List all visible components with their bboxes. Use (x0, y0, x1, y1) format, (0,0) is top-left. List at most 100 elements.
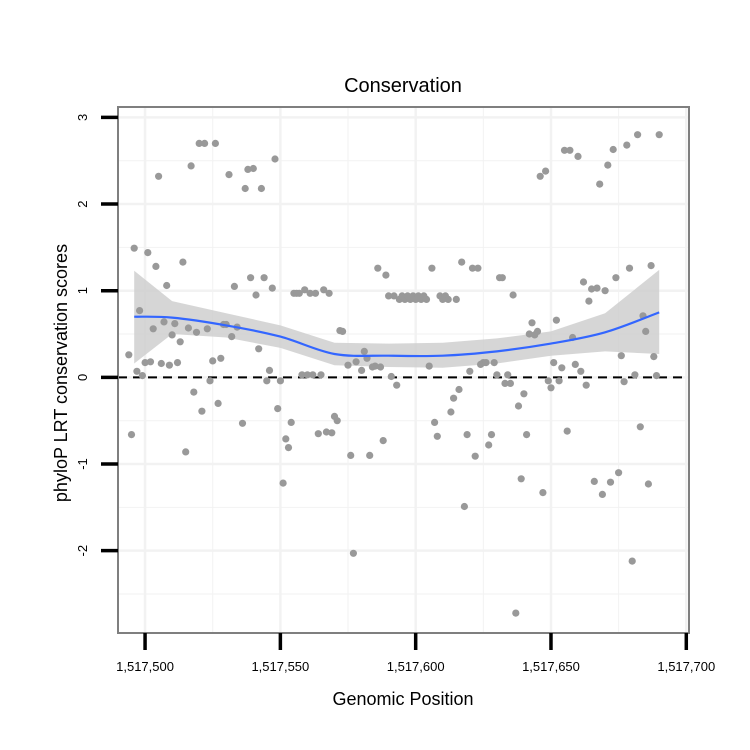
data-point (165, 361, 173, 369)
data-point (482, 359, 490, 367)
data-point (249, 164, 257, 173)
data-point (247, 274, 255, 282)
y-tick-label: 0 (75, 374, 90, 381)
data-point (360, 347, 368, 355)
y-tick-label: 1 (75, 287, 90, 294)
data-point (263, 377, 271, 385)
data-point (498, 274, 506, 282)
data-point (295, 289, 303, 297)
data-point (625, 264, 634, 272)
data-point (301, 286, 309, 294)
smooth-line-layer (134, 311, 660, 358)
data-point (146, 358, 155, 366)
data-point (593, 284, 601, 292)
x-axis-label: Genomic Position (332, 689, 473, 709)
data-point (238, 419, 247, 427)
data-point (352, 358, 360, 366)
data-point (520, 390, 528, 398)
data-point (468, 264, 477, 272)
data-point (138, 372, 146, 380)
data-point (471, 452, 479, 460)
data-point (152, 262, 160, 270)
data-point (358, 366, 366, 374)
data-point (620, 378, 628, 386)
data-point (257, 184, 265, 193)
data-point (303, 371, 311, 379)
data-point (431, 418, 439, 426)
data-point (647, 262, 655, 270)
data-point (493, 371, 501, 379)
data-point (655, 131, 663, 139)
data-point (217, 354, 225, 362)
data-point (563, 427, 571, 435)
data-point (455, 385, 463, 394)
data-point (182, 448, 190, 456)
data-point (504, 371, 512, 379)
data-point (155, 172, 163, 180)
data-point (366, 451, 374, 459)
data-point (550, 359, 558, 367)
data-point (163, 281, 171, 290)
data-point (203, 325, 211, 333)
data-point (428, 264, 436, 272)
data-point (371, 362, 379, 370)
data-point (379, 437, 387, 445)
data-point (347, 451, 355, 459)
data-point (490, 359, 498, 367)
data-point (385, 292, 393, 300)
data-point (512, 609, 520, 617)
data-point (328, 429, 336, 437)
data-point (544, 377, 552, 385)
data-point (487, 431, 496, 439)
data-point (144, 249, 152, 257)
data-point (474, 264, 482, 272)
data-point (517, 475, 525, 483)
y-tick-label: -2 (75, 545, 90, 557)
x-tick-label: 1,517,700 (657, 659, 715, 674)
x-tick-label: 1,517,650 (522, 659, 580, 674)
data-point (314, 430, 322, 438)
data-point (539, 489, 547, 497)
data-point (171, 320, 179, 328)
chart-title: Conservation (344, 75, 462, 97)
data-point (244, 165, 252, 173)
data-point (501, 379, 509, 387)
data-point (582, 381, 590, 389)
data-point (447, 408, 455, 416)
data-point (452, 295, 460, 303)
data-point (230, 282, 238, 290)
y-tick-label: 3 (75, 114, 90, 121)
x-tick-label: 1,517,550 (251, 659, 309, 674)
data-point (160, 318, 168, 326)
data-point (393, 381, 401, 389)
data-point (168, 331, 176, 339)
data-point (422, 295, 431, 303)
data-point (636, 423, 644, 431)
data-point (577, 367, 585, 375)
data-point (617, 352, 625, 360)
data-point (344, 361, 352, 369)
data-point (141, 359, 149, 367)
data-point (631, 371, 639, 379)
data-point (555, 377, 563, 385)
data-point (157, 359, 165, 368)
data-point (514, 402, 523, 410)
smooth-trend-line (134, 311, 660, 358)
data-point (322, 428, 330, 436)
data-point (652, 372, 661, 380)
data-point (282, 435, 290, 443)
data-point (317, 371, 325, 379)
data-point (601, 287, 609, 295)
data-point (287, 418, 295, 426)
data-point (466, 367, 474, 375)
data-point (560, 146, 569, 154)
data-point (214, 399, 222, 407)
data-point (609, 145, 617, 154)
data-point (309, 371, 317, 379)
data-point (547, 384, 555, 392)
data-point (533, 327, 542, 335)
data-point (225, 171, 233, 179)
data-point (274, 405, 282, 413)
x-tick-label: 1,517,500 (116, 659, 174, 674)
